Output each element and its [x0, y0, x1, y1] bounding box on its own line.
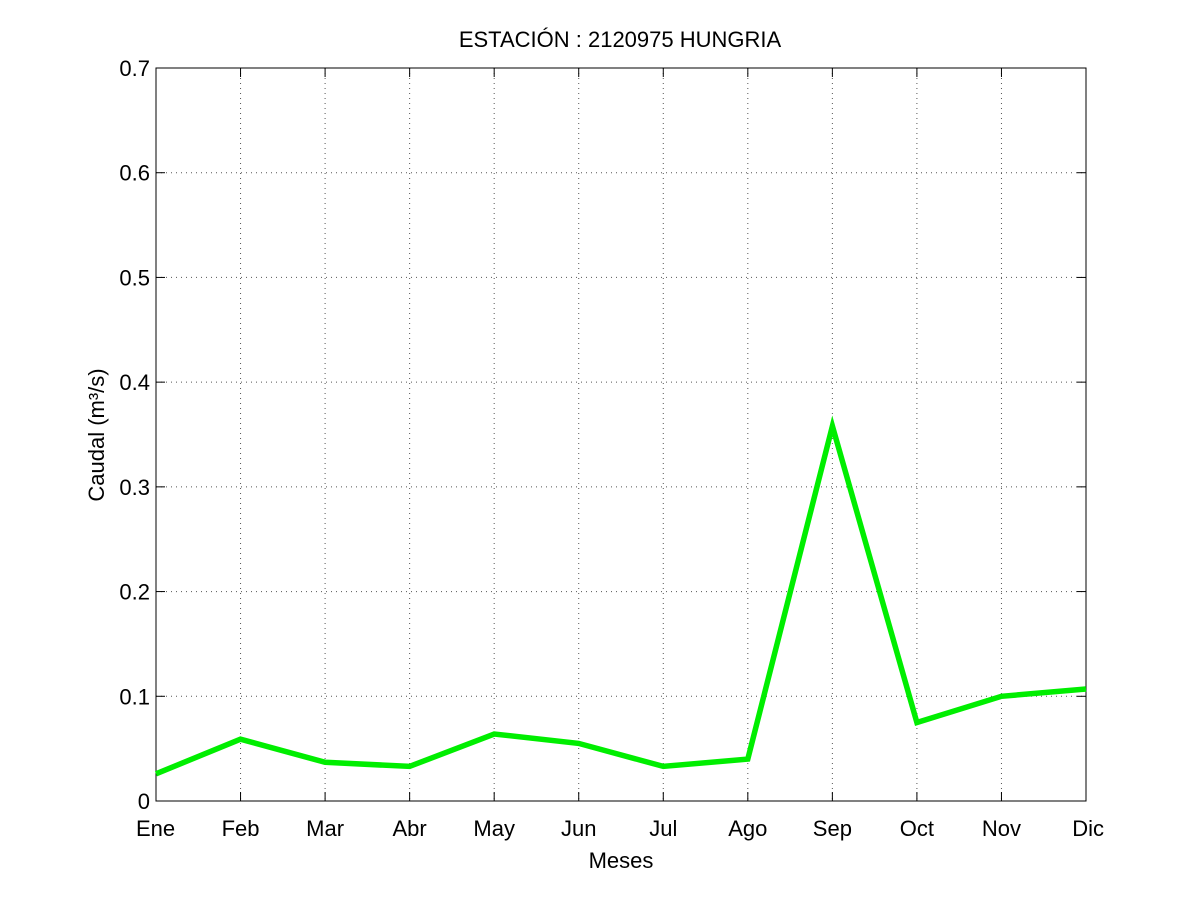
y-tick-label: 0 — [138, 789, 150, 814]
y-tick-label: 0.5 — [119, 265, 150, 290]
x-tick-label: Nov — [982, 816, 1021, 841]
tick-labels: 0 0.1 0.2 0.3 0.4 0.5 0.6 0.7 Ene Feb Mar Abr May Jun… — [119, 56, 1104, 841]
x-axis-label: Meses — [589, 848, 654, 873]
series-group — [154, 415, 1087, 777]
x-tick-label: Jun — [561, 816, 596, 841]
x-tick-label: Jul — [649, 816, 677, 841]
x-tick-label: Mar — [306, 816, 344, 841]
grid — [156, 68, 1086, 801]
y-tick-label: 0.1 — [119, 684, 150, 709]
chart-title: ESTACIÓN : 2120975 HUNGRIA — [459, 27, 782, 52]
x-tick-label: Ago — [728, 816, 767, 841]
y-tick-label: 0.6 — [119, 161, 150, 186]
y-tick-label: 0.3 — [119, 475, 150, 500]
y-tick-label: 0.7 — [119, 56, 150, 81]
x-tick-label: Abr — [393, 816, 427, 841]
ticks — [155, 67, 1087, 802]
x-tick-label: Ene — [136, 816, 175, 841]
x-tick-label: Oct — [900, 816, 934, 841]
y-axis-label: Caudal (m³/s) — [84, 368, 109, 501]
y-tick-label: 0.2 — [119, 580, 150, 605]
series-line — [154, 415, 1087, 777]
x-tick-label: Dic — [1072, 816, 1104, 841]
x-tick-label: May — [473, 816, 515, 841]
y-tick-label: 0.4 — [119, 370, 150, 395]
x-tick-label: Feb — [222, 816, 260, 841]
plot-frame — [155, 67, 1087, 802]
x-tick-label: Sep — [813, 816, 852, 841]
